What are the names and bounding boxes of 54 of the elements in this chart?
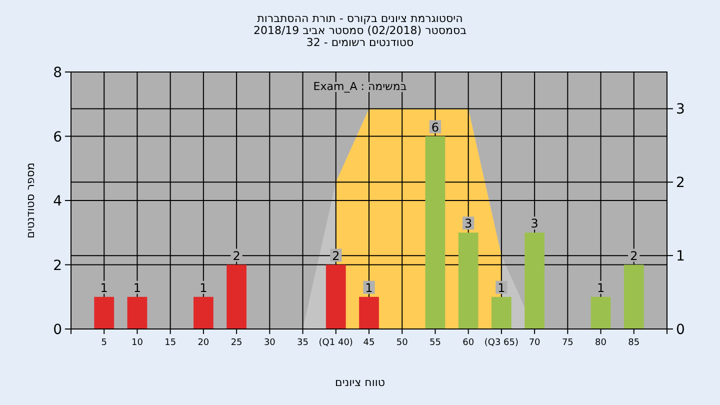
data-label: 3 bbox=[530, 216, 538, 231]
x-tick-label: 75 bbox=[562, 338, 574, 348]
bar bbox=[194, 296, 214, 329]
bar bbox=[624, 264, 644, 329]
y2-tick-label: 0 bbox=[676, 322, 685, 338]
bar bbox=[458, 232, 478, 329]
x-tick-label: (Q1 40) bbox=[318, 338, 353, 348]
bar bbox=[492, 296, 512, 329]
x-tick-label: 55 bbox=[429, 338, 441, 348]
x-tick-label: 15 bbox=[164, 338, 176, 348]
data-label: 1 bbox=[596, 280, 605, 295]
data-label: 3 bbox=[464, 216, 472, 231]
x-tick-label: 10 bbox=[131, 338, 144, 348]
x-tick-label: 70 bbox=[528, 338, 541, 348]
x-tick-label: 20 bbox=[198, 338, 210, 348]
x-tick-label: 5 bbox=[101, 338, 107, 348]
data-label: 1 bbox=[133, 280, 142, 295]
data-label: 1 bbox=[200, 280, 208, 295]
data-label: 2 bbox=[332, 248, 340, 263]
data-label: 1 bbox=[365, 280, 373, 295]
bar bbox=[226, 264, 246, 329]
data-label: 2 bbox=[232, 248, 240, 263]
y-tick-label: 6 bbox=[53, 129, 62, 146]
bar bbox=[326, 264, 346, 329]
x-tick-label: 35 bbox=[297, 338, 309, 348]
x-tick-label: 50 bbox=[396, 338, 408, 348]
x-tick-label: 80 bbox=[595, 338, 607, 348]
data-label: 2 bbox=[630, 248, 638, 263]
x-tick-label: 25 bbox=[230, 338, 242, 348]
y-tick-label: 4 bbox=[53, 194, 62, 210]
y-tick-label: 0 bbox=[53, 322, 62, 338]
y2-tick-label: 1 bbox=[676, 248, 685, 265]
data-label: 6 bbox=[431, 120, 440, 134]
y2-tick-label: 3 bbox=[676, 102, 685, 118]
y-axis-title: מספר סטודנטים bbox=[24, 162, 37, 238]
y-tick-label: 2 bbox=[53, 258, 62, 274]
x-tick-label: 45 bbox=[363, 338, 375, 348]
bar bbox=[127, 296, 148, 329]
x-tick-label: 85 bbox=[628, 338, 640, 348]
bar bbox=[425, 136, 446, 329]
bar bbox=[94, 296, 114, 329]
bar bbox=[590, 296, 611, 329]
x-tick-label: 30 bbox=[264, 338, 276, 348]
bar bbox=[359, 296, 379, 329]
x-tick-label: (Q3 65) bbox=[484, 338, 519, 348]
chart-subtitle: בסמסטר (02/2018) סמסטר אביב 2018/19 סטודנטים רשומים - 32 bbox=[253, 24, 467, 49]
x-axis-title: טווח ציונים bbox=[335, 376, 385, 389]
data-label: 1 bbox=[100, 280, 108, 295]
x-tick-label: 60 bbox=[462, 338, 474, 348]
chart-title: היסטוגרמת ציונים בקורס - תורת ההסתברות bbox=[257, 12, 463, 25]
y2-tick-label: 2 bbox=[676, 175, 685, 192]
data-label: 1 bbox=[498, 280, 506, 295]
y-tick-label: 8 bbox=[53, 65, 62, 81]
bar bbox=[524, 232, 544, 329]
